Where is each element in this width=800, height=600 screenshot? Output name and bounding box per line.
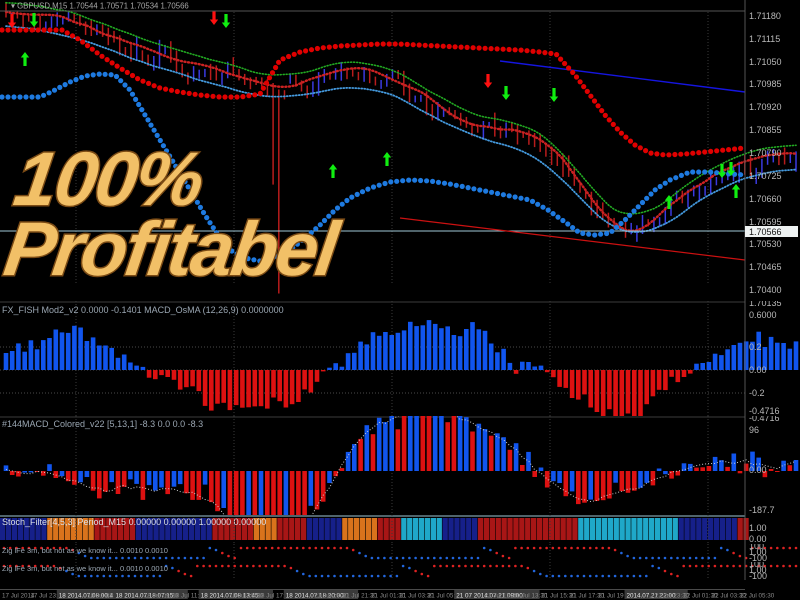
svg-text:Stoch_Filter[4,5,3] Period_M15: Stoch_Filter[4,5,3] Period_M15 0.00000 0… (2, 517, 266, 527)
svg-text:1.70660: 1.70660 (749, 194, 782, 204)
svg-text:21 Jul 19: 21 Jul 19 (598, 593, 624, 600)
svg-text:-0.4716: -0.4716 (749, 406, 780, 416)
svg-text:▾ GBPUSD,M15 1.70544 1.70571: ▾ GBPUSD,M15 1.70544 1.70571 1.70534 1.7… (11, 2, 189, 11)
svg-text:1.70465: 1.70465 (749, 262, 782, 272)
svg-text:0.00: 0.00 (749, 465, 767, 475)
svg-text:1.71050: 1.71050 (749, 57, 782, 67)
svg-text:1.70135: 1.70135 (749, 301, 782, 308)
svg-text:1.70400: 1.70400 (749, 285, 782, 295)
svg-text:96: 96 (749, 425, 759, 435)
svg-text:1.70985: 1.70985 (749, 79, 782, 89)
svg-text:-187.7: -187.7 (749, 505, 775, 515)
svg-text:0.2: 0.2 (749, 342, 762, 352)
svg-text:1.70595: 1.70595 (749, 217, 782, 227)
svg-text:FX_FISH Mod2_v2 0.0000 -0.1401: FX_FISH Mod2_v2 0.0000 -0.1401 MACD_OsMA… (2, 305, 284, 315)
svg-text:0.6000: 0.6000 (749, 310, 777, 320)
svg-text:-100: -100 (749, 553, 767, 562)
svg-text:#144MACD_Colored_v22 [5,13,1]: #144MACD_Colored_v22 [5,13,1] -8.3 0.0 0… (2, 419, 203, 429)
svg-text:1.00: 1.00 (749, 523, 767, 533)
svg-text:Zig lFe 3m, but not as we know: Zig lFe 3m, but not as we know it... 0.0… (2, 546, 168, 555)
svg-text:-0.4716: -0.4716 (749, 416, 780, 423)
svg-text:1.70725: 1.70725 (749, 171, 782, 181)
svg-text:1.70855: 1.70855 (749, 125, 782, 135)
svg-text:0.00: 0.00 (749, 534, 767, 544)
svg-text:22 Jul 05:30: 22 Jul 05:30 (740, 593, 775, 600)
svg-text:1.70566: 1.70566 (749, 227, 782, 237)
svg-text:1.71115: 1.71115 (749, 34, 780, 44)
svg-text:1.70920: 1.70920 (749, 102, 782, 112)
svg-text:0.00: 0.00 (749, 365, 767, 375)
svg-text:-100: -100 (749, 571, 767, 580)
svg-text:1.70790: 1.70790 (749, 148, 782, 158)
svg-text:1.70530: 1.70530 (749, 239, 782, 249)
svg-text:1.71180: 1.71180 (749, 11, 781, 21)
svg-text:-0.2: -0.2 (749, 388, 765, 398)
svg-text:Zig lFe 3m, but not as we know: Zig lFe 3m, but not as we know it... 0.0… (2, 564, 168, 573)
